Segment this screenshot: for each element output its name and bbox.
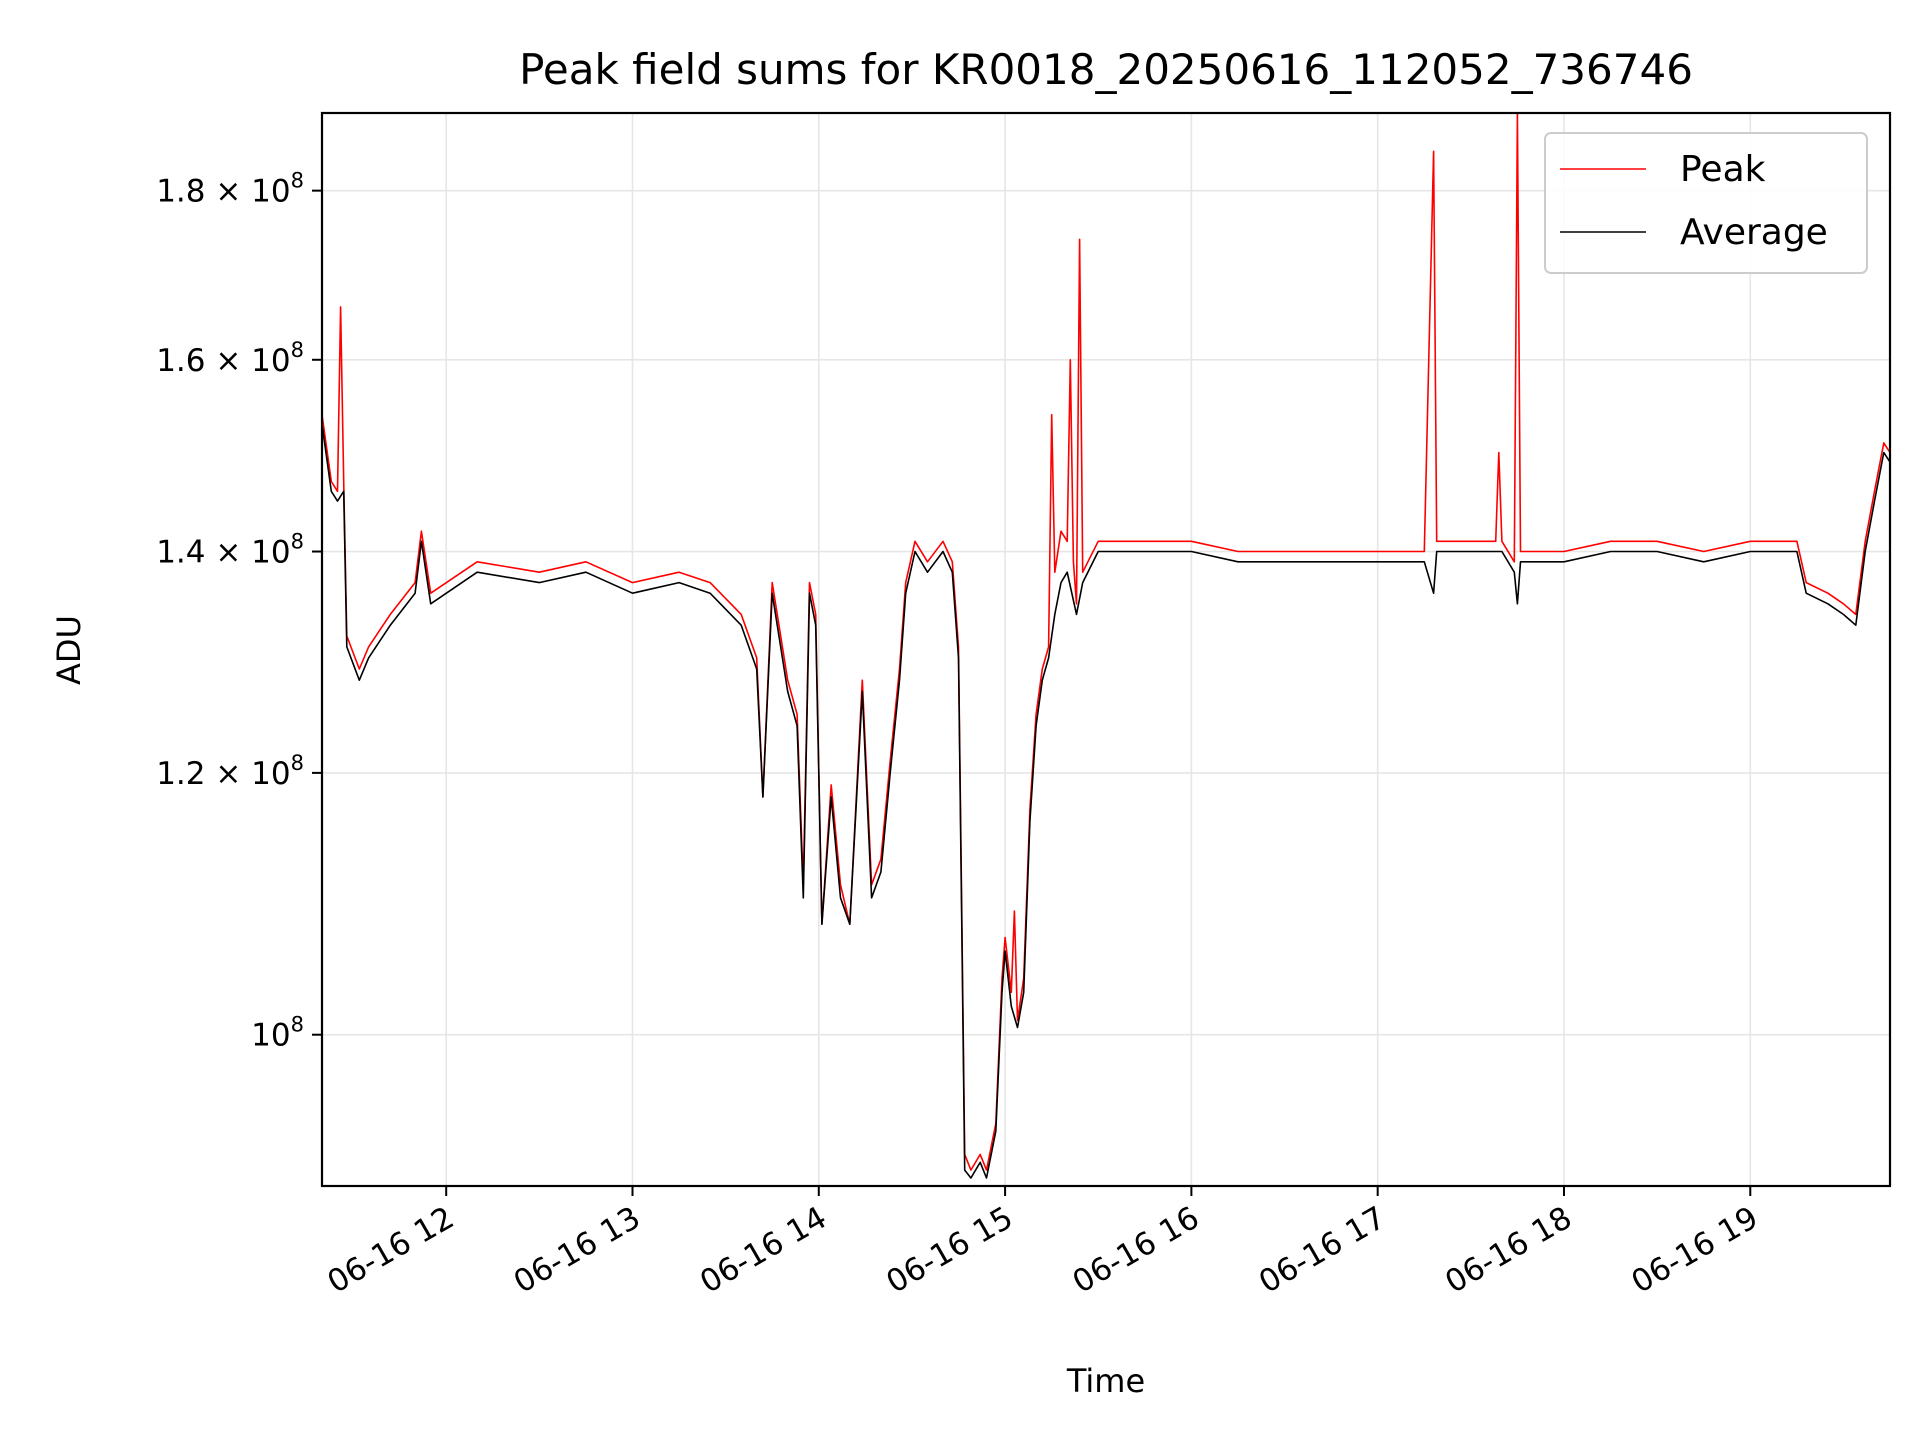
- legend-label-average: Average: [1680, 212, 1828, 253]
- y-tick-label: 1.8 × 108: [156, 169, 304, 210]
- legend: Peak Average: [1544, 132, 1868, 274]
- legend-label-peak: Peak: [1680, 149, 1766, 190]
- y-axis-ticks: 108 1.2 × 108 1.4 × 108 1.6 × 108 1.8 × 108: [156, 169, 322, 1054]
- y-tick-label: 1.2 × 108: [156, 751, 304, 792]
- y-tick-label: 1.4 × 108: [156, 530, 304, 571]
- series-line-peak: [321, 112, 1891, 1171]
- series-lines: [321, 112, 1891, 1179]
- x-axis-label: Time: [1066, 1362, 1145, 1400]
- y-tick-label: 108: [251, 1013, 304, 1054]
- y-axis-label: ADU: [50, 615, 88, 685]
- series-line-average: [321, 423, 1891, 1179]
- plot-frame: [320, 111, 1892, 1188]
- y-tick-label: 1.6 × 108: [156, 338, 304, 379]
- chart-title: Peak field sums for KR0018_20250616_1120…: [519, 45, 1693, 94]
- legend-box: [1544, 132, 1868, 274]
